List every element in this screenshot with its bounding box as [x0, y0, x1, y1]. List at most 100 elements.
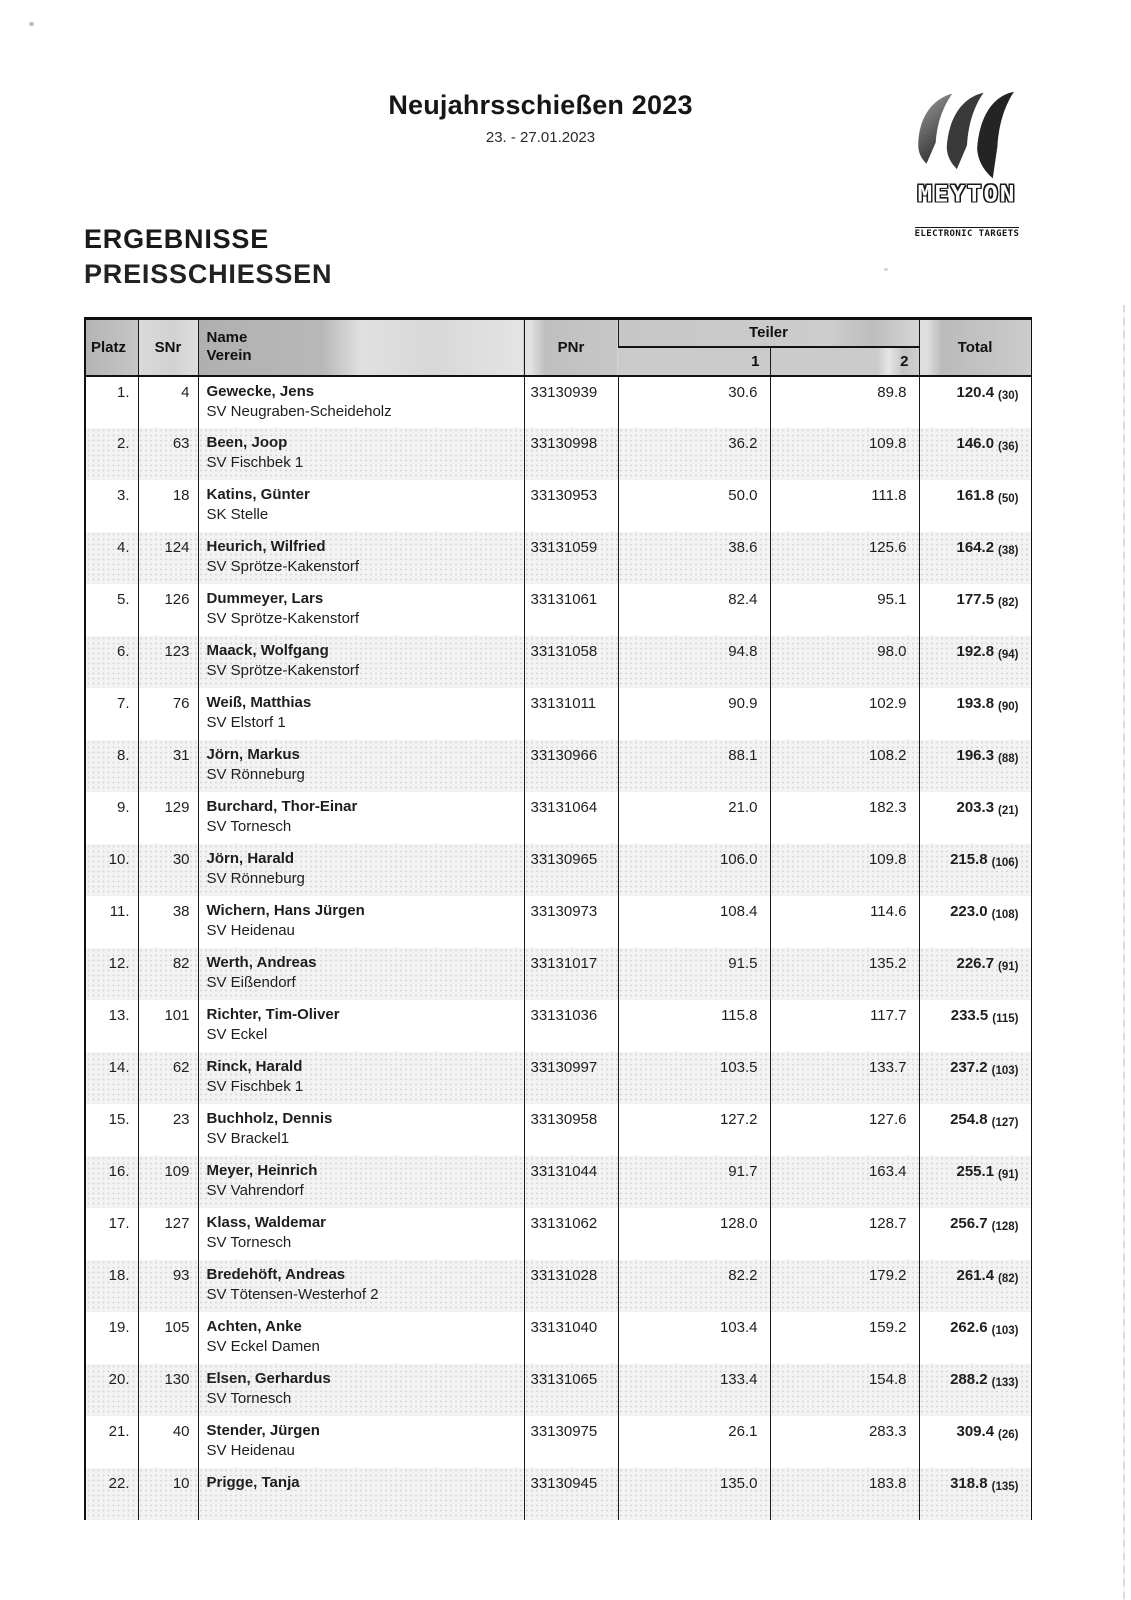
shooter-verein: SV Elstorf 1 [206, 713, 286, 731]
scan-speck [884, 268, 888, 271]
cell-total: 196.3 (88) [918, 739, 1031, 792]
shooter-name: Weiß, Matthias [206, 693, 312, 711]
cell-snr: 109 [137, 1155, 198, 1208]
table-row: 4. 124 Heurich, Wilfried SV Sprötze-Kake… [85, 531, 1031, 584]
cell-teiler-2: 125.6 [769, 531, 919, 584]
cell-snr: 63 [137, 427, 198, 480]
cell-total: 237.2 (103) [918, 1051, 1031, 1104]
total-value: 177.5 [956, 590, 995, 608]
cell-teiler-1: 135.0 [617, 1467, 770, 1520]
shooter-name: Prigge, Tanja [206, 1473, 300, 1491]
results-table-body: 1. 4 Gewecke, Jens SV Neugraben-Scheideh… [85, 375, 1031, 1520]
cell-platz: 20. [85, 1363, 138, 1416]
scan-speck [29, 22, 34, 26]
total-value: 318.8 [950, 1474, 988, 1492]
col-header-name-verein: Name Verein [197, 318, 524, 377]
cell-pnr: 33130953 [523, 479, 618, 532]
col-header-teiler: Teiler [617, 318, 919, 348]
cell-total: 262.6 (103) [918, 1311, 1031, 1364]
cell-platz: 18. [85, 1259, 138, 1312]
cell-total: 223.0 (108) [918, 895, 1031, 948]
cell-platz: 7. [116, 694, 130, 712]
results-table-wrap: Platz SNr Name Verein PNr Teiler Total 1… [84, 317, 1032, 1520]
shooter-verein: SV Tötensen-Westerhof 2 [206, 1285, 379, 1303]
total-best-teiler: (103) [991, 1064, 1019, 1077]
cell-snr: 123 [137, 635, 198, 688]
shooter-verein: SV Vahrendorf [206, 1181, 304, 1199]
table-row: 20. 130 Elsen, Gerhardus SV Tornesch 331… [85, 1363, 1031, 1416]
col-header-snr: SNr [137, 318, 198, 377]
cell-snr: 130 [137, 1363, 198, 1416]
table-row: 16. 109 Meyer, Heinrich SV Vahrendorf 33… [85, 1155, 1031, 1208]
table-row: 19. 105 Achten, Anke SV Eckel Damen 3313… [85, 1311, 1031, 1364]
total-best-teiler: (30) [998, 389, 1019, 402]
table-row: 5. 126 Dummeyer, Lars SV Sprötze-Kakenst… [85, 583, 1031, 636]
cell-name-verein: Gewecke, Jens SV Neugraben-Scheideholz [197, 375, 524, 428]
cell-teiler-2: 128.7 [769, 1207, 919, 1260]
total-value: 146.0 [956, 434, 995, 452]
logo-tagline-text: ELECTRONIC TARGETS [914, 227, 1020, 239]
cell-snr: 126 [137, 583, 198, 636]
shooter-name: Meyer, Heinrich [206, 1161, 318, 1179]
cell-teiler-1: 21.0 [617, 791, 770, 844]
cell-pnr: 33131064 [523, 791, 618, 844]
cell-snr: 124 [137, 531, 198, 584]
shooter-name: Rinck, Harald [206, 1057, 303, 1075]
cell-name-verein: Been, Joop SV Fischbek 1 [197, 427, 524, 480]
cell-teiler-1: 127.2 [617, 1103, 770, 1156]
total-value: 237.2 [950, 1058, 988, 1076]
total-best-teiler: (88) [998, 752, 1019, 765]
shooter-verein: SV Fischbek 1 [206, 453, 304, 471]
total-best-teiler: (115) [992, 1012, 1019, 1025]
shooter-verein: SK Stelle [206, 505, 269, 523]
cell-platz: 5. [116, 590, 130, 608]
table-row: 11. 38 Wichern, Hans Jürgen SV Heidenau … [85, 895, 1031, 948]
section-headings: ERGEBNISSE PREISSCHIESSEN [84, 222, 332, 292]
cell-pnr: 33131036 [523, 999, 618, 1052]
meyton-m-icon [918, 91, 1014, 179]
cell-platz: 11. [109, 902, 130, 920]
shooter-verein: SV Tornesch [206, 817, 292, 835]
cell-name-verein: Maack, Wolfgang SV Sprötze-Kakenstorf [197, 635, 524, 688]
cell-platz: 19. [108, 1318, 130, 1336]
shooter-verein: SV Tornesch [206, 1233, 292, 1251]
document-header: Neujahrsschießen 2023 23. - 27.01.2023 [0, 90, 1106, 146]
total-best-teiler: (82) [998, 1272, 1019, 1285]
total-best-teiler: (90) [998, 700, 1019, 713]
cell-snr: 10 [137, 1467, 198, 1520]
cell-teiler-2: 179.2 [769, 1259, 919, 1312]
total-value: 164.2 [956, 538, 995, 556]
shooter-name: Wichern, Hans Jürgen [206, 901, 365, 919]
shooter-name: Katins, Günter [206, 485, 310, 503]
shooter-verein: SV Brackel1 [206, 1129, 290, 1147]
cell-teiler-1: 133.4 [617, 1363, 770, 1416]
shooter-name: Gewecke, Jens [206, 382, 315, 400]
cell-teiler-1: 115.8 [617, 999, 770, 1052]
cell-name-verein: Bredehöft, Andreas SV Tötensen-Westerhof… [197, 1259, 524, 1312]
total-best-teiler: (91) [998, 1168, 1019, 1181]
table-row: 14. 62 Rinck, Harald SV Fischbek 1 33130… [85, 1051, 1031, 1104]
cell-teiler-2: 102.9 [769, 687, 919, 740]
cell-teiler-1: 82.4 [617, 583, 770, 636]
table-row: 21. 40 Stender, Jürgen SV Heidenau 33130… [85, 1415, 1031, 1468]
cell-total: 203.3 (21) [918, 791, 1031, 844]
cell-teiler-1: 38.6 [617, 531, 770, 584]
total-value: 192.8 [956, 642, 995, 660]
cell-pnr: 33131028 [523, 1259, 618, 1312]
cell-teiler-2: 163.4 [769, 1155, 919, 1208]
cell-platz: 22. [85, 1467, 138, 1520]
cell-teiler-1: 106.0 [617, 843, 770, 896]
shooter-verein: SV Fischbek 1 [206, 1077, 304, 1095]
total-best-teiler: (91) [998, 960, 1019, 973]
total-best-teiler: (135) [991, 1480, 1019, 1493]
cell-snr: 82 [137, 947, 198, 1000]
cell-name-verein: Stender, Jürgen SV Heidenau [197, 1415, 524, 1468]
cell-teiler-1: 91.7 [617, 1155, 770, 1208]
cell-pnr: 33130945 [523, 1467, 618, 1520]
shooter-name: Heurich, Wilfried [206, 537, 326, 555]
cell-platz: 6. [85, 635, 138, 688]
cell-pnr: 33131059 [523, 531, 618, 584]
cell-teiler-2: 114.6 [769, 895, 919, 948]
cell-total: 256.7 (128) [918, 1207, 1031, 1260]
